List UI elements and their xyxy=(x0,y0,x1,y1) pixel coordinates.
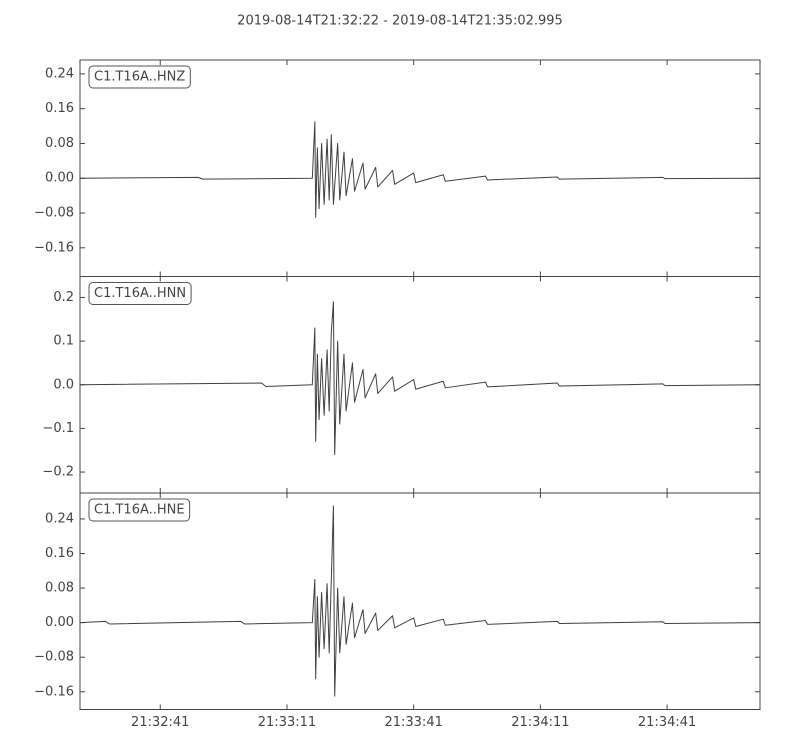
y-tick-label: −0.2 xyxy=(42,465,74,480)
x-tick-label: 21:34:41 xyxy=(638,715,696,730)
chart-title: 2019-08-14T21:32:22 - 2019-08-14T21:35:0… xyxy=(237,14,563,29)
x-tick-label: 21:34:11 xyxy=(511,715,569,730)
x-tick-label: 21:33:41 xyxy=(384,715,442,730)
y-tick-label: −0.16 xyxy=(34,684,74,699)
y-tick-label: 0.24 xyxy=(45,511,74,526)
trace-label: C1.T16A..HNZ xyxy=(94,70,185,85)
trace-label: C1.T16A..HNE xyxy=(94,503,185,518)
y-tick-label: 0.0 xyxy=(53,377,74,392)
y-tick-label: 0.08 xyxy=(45,136,74,151)
y-tick-label: 0.2 xyxy=(53,290,74,305)
y-tick-label: −0.1 xyxy=(42,421,74,436)
panel-frame xyxy=(79,59,761,277)
waveform xyxy=(79,301,761,456)
trace-label: C1.T16A..HNN xyxy=(94,286,186,301)
y-tick-label: 0.00 xyxy=(45,171,74,186)
y-tick-label: 0.16 xyxy=(45,546,74,561)
x-tick-label: 21:32:41 xyxy=(131,715,189,730)
x-tick-label: 21:33:11 xyxy=(258,715,316,730)
y-tick-label: 0.16 xyxy=(45,101,74,116)
y-tick-label: 0.08 xyxy=(45,581,74,596)
y-tick-label: 0.1 xyxy=(53,334,74,349)
trace-label-box xyxy=(88,282,192,305)
panel-frame xyxy=(79,276,761,494)
y-tick-label: 0.00 xyxy=(45,615,74,630)
trace-label-box xyxy=(88,65,191,89)
waveform xyxy=(79,121,761,218)
y-tick-label: 0.24 xyxy=(45,66,74,81)
waveform xyxy=(79,505,761,697)
y-tick-label: −0.08 xyxy=(34,206,74,221)
y-tick-label: −0.16 xyxy=(34,240,74,255)
panel-frame xyxy=(79,492,761,710)
trace-label-box xyxy=(88,498,191,522)
y-tick-label: −0.08 xyxy=(34,650,74,665)
